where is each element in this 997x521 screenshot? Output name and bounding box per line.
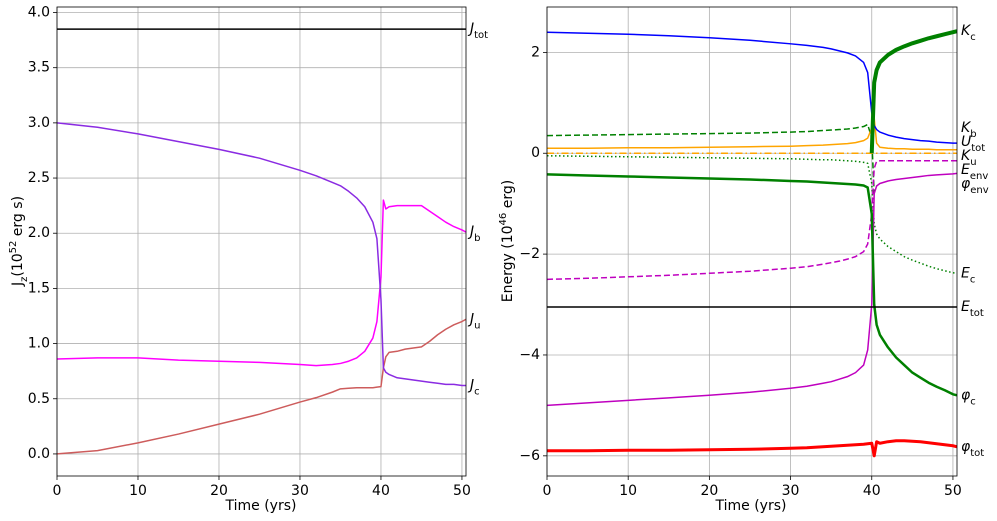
series-label-sub: tot bbox=[970, 308, 984, 319]
y-axis-label: Energy (1046 erg) bbox=[498, 180, 517, 302]
data-line bbox=[547, 160, 957, 281]
series-label-base: J bbox=[467, 311, 474, 327]
x-tick-label: 50 bbox=[944, 483, 962, 499]
x-tick-label: 50 bbox=[453, 483, 471, 499]
x-tick-label: 30 bbox=[782, 483, 800, 499]
series-label: Jb bbox=[467, 224, 481, 244]
series-label: Utot bbox=[961, 134, 985, 154]
series-label-sub: tot bbox=[474, 30, 488, 41]
x-axis-label: Time (yrs) bbox=[715, 498, 787, 514]
series-label: φenv bbox=[961, 176, 989, 196]
x-tick-label: 0 bbox=[543, 483, 552, 499]
series-label-base: φ bbox=[961, 387, 971, 403]
series-label-sub: env bbox=[970, 185, 988, 196]
y-label-part: J bbox=[10, 282, 26, 287]
x-tick-label: 30 bbox=[291, 483, 309, 499]
series-label-base: E bbox=[961, 265, 970, 281]
series-label-sub: c bbox=[970, 32, 976, 43]
data-line bbox=[57, 318, 466, 455]
series-label-base: U bbox=[961, 134, 971, 150]
series-label-sub: env bbox=[970, 171, 988, 182]
series-label: Etot bbox=[961, 299, 984, 319]
series-label-sub: c bbox=[970, 274, 976, 285]
x-tick-label: 20 bbox=[700, 483, 718, 499]
y-tick-label: 3.0 bbox=[28, 115, 50, 131]
y-tick-label: 4.0 bbox=[28, 5, 50, 21]
y-label-part: 46 bbox=[498, 213, 509, 226]
y-tick-label: −6 bbox=[519, 448, 540, 464]
y-label-part: Energy (10 bbox=[500, 225, 516, 302]
data-line bbox=[547, 117, 957, 151]
y-tick-label: 0.0 bbox=[28, 446, 50, 462]
series-label-sub: b bbox=[474, 233, 480, 244]
data-line bbox=[547, 173, 957, 397]
series-label: Ku bbox=[961, 148, 977, 168]
data-line bbox=[547, 172, 957, 407]
series-label-base: J bbox=[467, 21, 474, 37]
series-label-sub: c bbox=[474, 386, 480, 397]
series-label-base: K bbox=[961, 120, 972, 136]
series-label: Ju bbox=[467, 311, 480, 331]
series-label: Jtot bbox=[467, 21, 488, 40]
y-tick-label: 3.5 bbox=[28, 60, 50, 76]
data-line bbox=[57, 122, 466, 387]
series-label-sub: u bbox=[970, 157, 976, 168]
plot-frame bbox=[546, 6, 958, 477]
series-label-sub: u bbox=[474, 320, 480, 331]
series-label-base: K bbox=[961, 23, 972, 39]
series-label: φc bbox=[961, 387, 976, 407]
data-line bbox=[547, 439, 957, 458]
series-label: φtot bbox=[961, 439, 984, 459]
series-label-base: φ bbox=[961, 176, 971, 192]
series-label: Ec bbox=[961, 265, 975, 285]
y-tick-label: 1.0 bbox=[28, 336, 50, 352]
series-label-sub: tot bbox=[971, 143, 985, 154]
series-label-sub: c bbox=[970, 396, 976, 407]
y-tick-label: 0.5 bbox=[28, 391, 50, 407]
series-label: Eenv bbox=[961, 162, 988, 182]
y-label-part: erg) bbox=[500, 180, 516, 213]
y-tick-label: 2.0 bbox=[28, 225, 50, 241]
data-line bbox=[547, 31, 957, 144]
series-label-base: K bbox=[961, 148, 972, 164]
x-axis-label: Time (yrs) bbox=[225, 498, 297, 514]
data-line bbox=[57, 199, 466, 367]
data-line bbox=[869, 29, 957, 154]
x-tick-label: 40 bbox=[863, 483, 881, 499]
x-tick-label: 20 bbox=[210, 483, 228, 499]
plot-frame bbox=[56, 6, 467, 477]
series-label: Jc bbox=[467, 378, 480, 398]
y-tick-label: −2 bbox=[519, 246, 540, 262]
series-label: Kc bbox=[961, 23, 976, 43]
series-label-base: J bbox=[467, 224, 474, 240]
y-tick-label: 2.5 bbox=[28, 170, 50, 186]
y-label-part: 52 bbox=[8, 241, 19, 254]
y-axis-label: Jz(1052 erg s) bbox=[8, 196, 30, 287]
y-tick-label: 1.5 bbox=[28, 280, 50, 296]
y-tick-label: −4 bbox=[519, 347, 540, 363]
x-tick-label: 10 bbox=[619, 483, 637, 499]
series-label-base: φ bbox=[961, 439, 971, 455]
y-label-part: erg s) bbox=[10, 196, 26, 241]
series-label-base: E bbox=[961, 162, 970, 178]
data-line bbox=[547, 123, 875, 194]
series-label-base: J bbox=[467, 378, 474, 394]
x-tick-label: 0 bbox=[53, 483, 62, 499]
x-tick-label: 10 bbox=[129, 483, 147, 499]
series-label: Kb bbox=[961, 120, 977, 140]
y-tick-label: 2 bbox=[531, 44, 540, 60]
data-line bbox=[547, 155, 957, 275]
y-label-part: (10 bbox=[10, 253, 26, 276]
series-label-base: E bbox=[961, 299, 970, 315]
series-label-sub: b bbox=[970, 129, 976, 140]
series-label-sub: tot bbox=[970, 447, 984, 458]
y-label-part: z bbox=[19, 277, 30, 282]
x-tick-label: 40 bbox=[372, 483, 390, 499]
y-tick-label: 0 bbox=[531, 145, 540, 161]
